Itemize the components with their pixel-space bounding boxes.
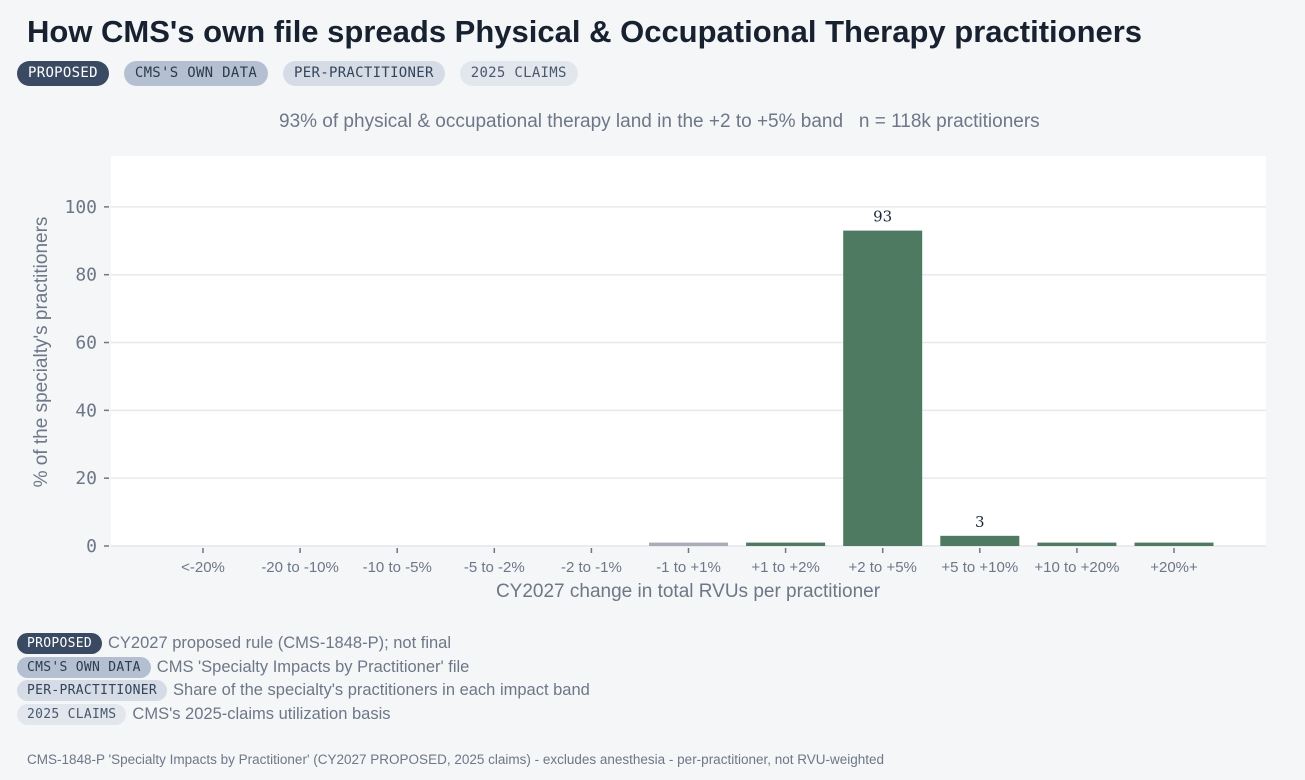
bar-chart: 0 20 40 60 80 100 <-20% -20 to -10% -10 to -5% -5… [31, 156, 1266, 602]
y-tick-label: 40 [75, 400, 97, 421]
bar [1037, 542, 1117, 546]
legend-text-cms-own-data: CMS 'Specialty Impacts by Practitioner' … [156, 657, 470, 676]
chip-cms-own-data: CMS'S OWN DATA [123, 61, 269, 86]
bar [843, 230, 923, 546]
bar [649, 542, 728, 546]
x-tick-label: +2 to +5% [849, 559, 917, 576]
x-tick-label: +20%+ [1150, 559, 1198, 576]
x-tick-label: <-20% [181, 559, 225, 576]
legend-chip-2025-claims: 2025 CLAIMS [17, 703, 127, 725]
legend-chip-per-practitioner: PER-PRACTITIONER [17, 680, 168, 702]
tag-chips: PROPOSED CMS'S OWN DATA PER-PRACTITIONER… [17, 61, 578, 86]
legend-row-proposed: PROPOSED CY2027 proposed rule (CMS-1848-… [17, 632, 590, 656]
legend-text-proposed: CY2027 proposed rule (CMS-1848-P); not f… [108, 634, 452, 653]
data-label: 3 [975, 513, 985, 531]
chart-title: How CMS's own file spreads Physical & Oc… [27, 14, 1143, 49]
y-tick-label: 100 [64, 197, 97, 218]
x-tick-label: -5 to -2% [464, 559, 525, 576]
legend-chip-proposed: PROPOSED [17, 633, 103, 655]
y-tick-label: 80 [75, 265, 97, 286]
chart-subtitle: 93% of physical & occupational therapy l… [279, 111, 1040, 132]
legend-chip-cms-own-data: CMS'S OWN DATA [17, 656, 151, 678]
legend-row-cms-own-data: CMS'S OWN DATA CMS 'Specialty Impacts by… [17, 656, 590, 680]
chip-legend: PROPOSED CY2027 proposed rule (CMS-1848-… [17, 632, 590, 726]
x-tick-label: +1 to +2% [751, 559, 819, 576]
chip-proposed: PROPOSED [17, 61, 109, 86]
x-tick-label: -10 to -5% [363, 559, 432, 576]
chip-2025-claims: 2025 CLAIMS [459, 61, 578, 86]
x-tick-label: -1 to +1% [656, 559, 721, 576]
legend-text-2025-claims: CMS's 2025-claims utilization basis [132, 704, 391, 723]
y-tick-label: 60 [75, 333, 97, 354]
chip-per-practitioner: PER-PRACTITIONER [283, 61, 445, 86]
legend-row-2025-claims: 2025 CLAIMS CMS's 2025-claims utilizatio… [17, 703, 590, 727]
bar [940, 535, 1020, 546]
bar [1134, 542, 1214, 546]
y-tick-label: 20 [75, 468, 97, 489]
x-tick-label: -20 to -10% [261, 559, 339, 576]
y-tick-label: 0 [86, 536, 97, 557]
bar [746, 542, 826, 546]
legend-text-per-practitioner: Share of the specialty's practitioners i… [173, 681, 590, 700]
x-tick-label: +5 to +10% [941, 559, 1018, 576]
x-tick-label: -2 to -1% [561, 559, 622, 576]
data-label: 93 [873, 208, 892, 226]
x-axis-title: CY2027 change in total RVUs per practiti… [496, 581, 881, 602]
plot-area [111, 156, 1266, 546]
footnote: CMS-1848-P 'Specialty Impacts by Practit… [27, 752, 885, 767]
x-tick-label: +10 to +20% [1034, 559, 1119, 576]
y-axis-title: % of the specialty's practitioners [31, 217, 52, 488]
legend-row-per-practitioner: PER-PRACTITIONER Share of the specialty'… [17, 679, 590, 703]
